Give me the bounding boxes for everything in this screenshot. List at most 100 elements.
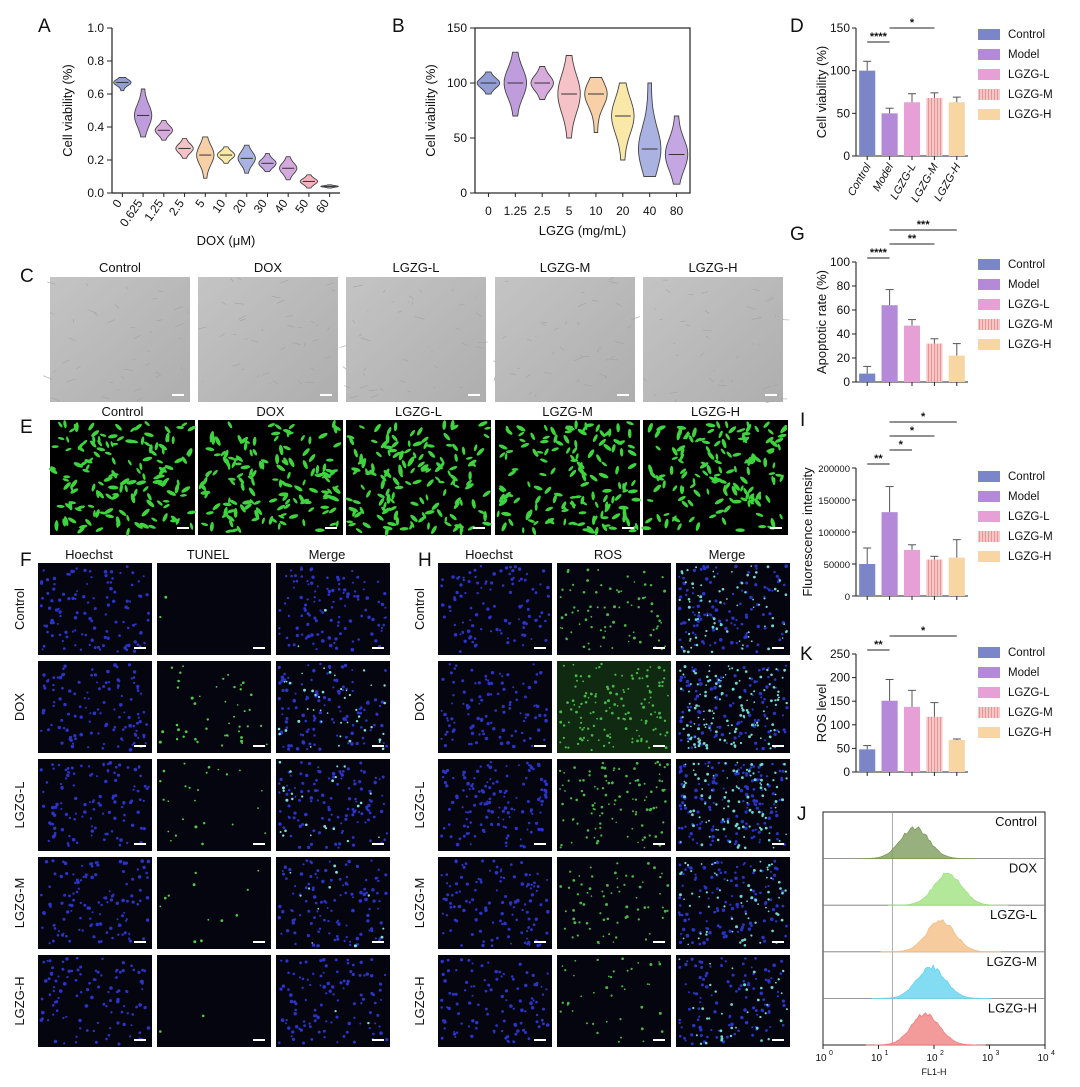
cell [452, 1032, 457, 1036]
cell-outline [251, 339, 259, 343]
panel-label-f: F [20, 550, 32, 571]
cell [181, 486, 191, 493]
cell [619, 808, 622, 811]
cell [242, 500, 253, 505]
cell [465, 818, 468, 821]
cell [285, 726, 289, 730]
cell [469, 821, 473, 824]
cell [158, 443, 168, 451]
cell [457, 904, 462, 909]
cell [96, 863, 100, 867]
cell [608, 707, 611, 709]
scale-bar [372, 745, 384, 747]
cell [771, 792, 775, 796]
cell [714, 861, 717, 864]
cell [279, 831, 282, 833]
cell [490, 721, 493, 725]
cell [285, 929, 290, 933]
cell [635, 761, 639, 765]
cell [692, 824, 695, 828]
cell [759, 860, 762, 863]
cell [719, 638, 723, 642]
cell [501, 675, 504, 678]
cell [767, 884, 770, 888]
cell-outline [93, 312, 98, 317]
cell [754, 741, 758, 745]
cell-outline [736, 354, 739, 360]
cell [323, 1029, 326, 1033]
cell [462, 702, 465, 705]
cell [489, 778, 492, 781]
cell [83, 697, 86, 700]
cell [324, 964, 328, 968]
cell [710, 766, 714, 770]
cell [728, 704, 733, 708]
cell-outline [605, 375, 607, 380]
cell [124, 861, 128, 865]
cell [638, 677, 641, 680]
cell [705, 684, 707, 686]
cell [602, 744, 606, 748]
cell [564, 969, 567, 972]
cell [595, 667, 598, 669]
legend-label-4: LGZG-H [1008, 727, 1051, 739]
cell [127, 715, 131, 720]
cell [731, 930, 734, 933]
cell [447, 1006, 451, 1011]
cell [215, 686, 218, 688]
cell [454, 453, 458, 462]
cell [696, 1018, 700, 1021]
cell [574, 685, 577, 688]
cell [764, 625, 766, 628]
cell [540, 803, 543, 806]
cell [504, 895, 508, 898]
cell [709, 962, 711, 965]
cell-outline [659, 318, 664, 320]
cell [293, 498, 298, 504]
cell [47, 1019, 50, 1022]
cell [728, 929, 732, 933]
cell [374, 776, 378, 780]
cell [284, 829, 287, 833]
cell [229, 499, 238, 505]
cell-outline [261, 372, 270, 376]
cell [377, 600, 381, 604]
cell [291, 910, 294, 913]
cell [335, 921, 338, 924]
cell [60, 741, 64, 745]
cell [309, 922, 313, 925]
cell-outline [352, 319, 355, 324]
cell [359, 960, 363, 964]
cell [98, 794, 102, 799]
cell [287, 707, 290, 710]
cell [772, 686, 776, 689]
cell [741, 708, 745, 712]
cell [110, 1011, 113, 1014]
cell [679, 595, 683, 599]
cell [478, 733, 481, 736]
cell [500, 632, 503, 635]
cell [407, 458, 415, 467]
cell [522, 1028, 525, 1032]
cell [121, 898, 125, 903]
cell [775, 813, 779, 818]
cell [511, 913, 514, 916]
cell [635, 671, 639, 675]
cell [658, 779, 661, 782]
cell [291, 797, 294, 801]
cell [369, 729, 372, 732]
cell [349, 970, 353, 974]
cell [658, 1011, 662, 1015]
cell [314, 619, 318, 623]
cell [471, 640, 475, 644]
cell [474, 888, 477, 892]
scale-bar [320, 394, 332, 396]
cell [112, 728, 116, 732]
cell [726, 817, 730, 821]
cell [761, 789, 763, 791]
histogram-1 [887, 872, 1008, 906]
cell [577, 428, 587, 436]
cell [202, 476, 208, 485]
cell [540, 439, 549, 444]
cell [697, 777, 700, 780]
